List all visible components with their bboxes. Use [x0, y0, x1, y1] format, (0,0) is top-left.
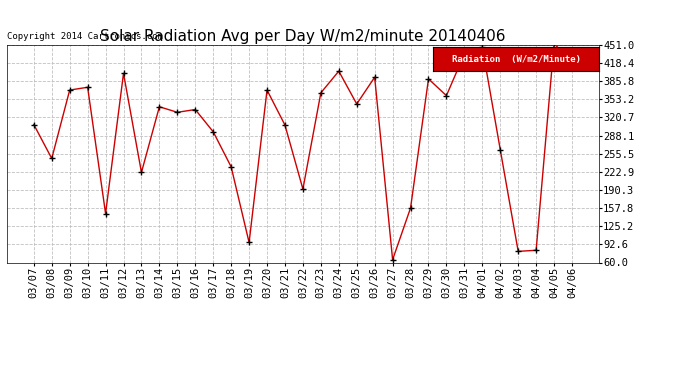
Text: Copyright 2014 Cartronics.com: Copyright 2014 Cartronics.com — [7, 32, 163, 41]
Text: Radiation  (W/m2/Minute): Radiation (W/m2/Minute) — [451, 55, 580, 63]
Title: Solar Radiation Avg per Day W/m2/minute 20140406: Solar Radiation Avg per Day W/m2/minute … — [100, 29, 506, 44]
